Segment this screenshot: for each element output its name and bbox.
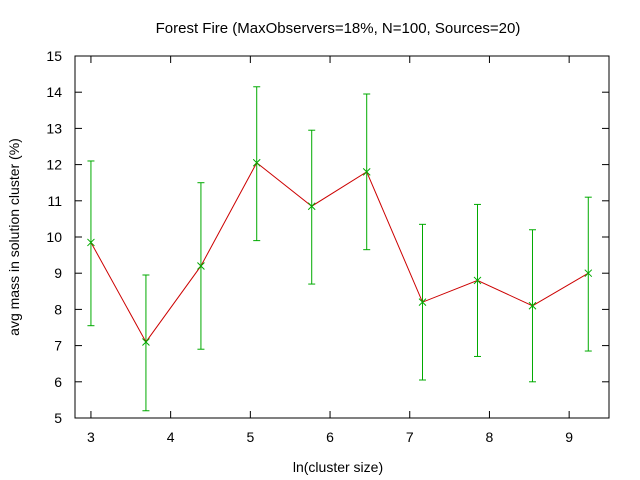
x-tick-label: 8 xyxy=(486,429,494,445)
x-tick-label: 5 xyxy=(246,429,254,445)
data-point xyxy=(418,298,427,307)
y-tick-label: 5 xyxy=(54,410,62,426)
y-tick-label: 8 xyxy=(54,301,62,317)
y-tick-label: 6 xyxy=(54,374,62,390)
data-point xyxy=(142,338,150,346)
data-point xyxy=(197,262,205,270)
data-point xyxy=(584,269,593,278)
y-tick-label: 10 xyxy=(46,229,62,245)
x-tick-label: 4 xyxy=(167,429,175,445)
y-tick-label: 11 xyxy=(47,193,62,209)
x-tick-label: 3 xyxy=(87,429,95,445)
plot-area xyxy=(74,55,610,419)
y-tick-label: 13 xyxy=(46,120,62,136)
y-tick-label: 12 xyxy=(46,157,62,173)
data-point xyxy=(528,301,537,310)
y-tick-label: 14 xyxy=(46,84,62,100)
data-point xyxy=(307,202,316,211)
x-tick-label: 9 xyxy=(565,429,573,445)
data-markers xyxy=(87,158,593,346)
data-point xyxy=(362,167,371,176)
data-point xyxy=(252,158,261,167)
data-point xyxy=(473,276,482,285)
x-ticks: 3 4 5 6 7 8 9 xyxy=(87,56,573,445)
y-ticks: 5 6 7 8 9 10 11 12 13 14 15 xyxy=(46,48,609,426)
error-bar xyxy=(142,274,150,412)
x-tick-label: 6 xyxy=(326,429,334,445)
error-bar xyxy=(584,196,592,352)
chart-title: Forest Fire (MaxObservers=18%, N=100, So… xyxy=(156,20,521,37)
y-axis-label: avg mass in solution cluster (%) xyxy=(6,138,22,336)
data-point xyxy=(87,238,95,247)
error-bar xyxy=(308,129,316,285)
x-tick-label: 7 xyxy=(406,429,414,445)
x-axis-label: ln(cluster size) xyxy=(293,459,383,475)
series-line xyxy=(90,162,589,343)
y-tick-label: 7 xyxy=(54,338,62,354)
y-tick-label: 15 xyxy=(46,48,62,64)
y-tick-label: 9 xyxy=(54,265,62,281)
